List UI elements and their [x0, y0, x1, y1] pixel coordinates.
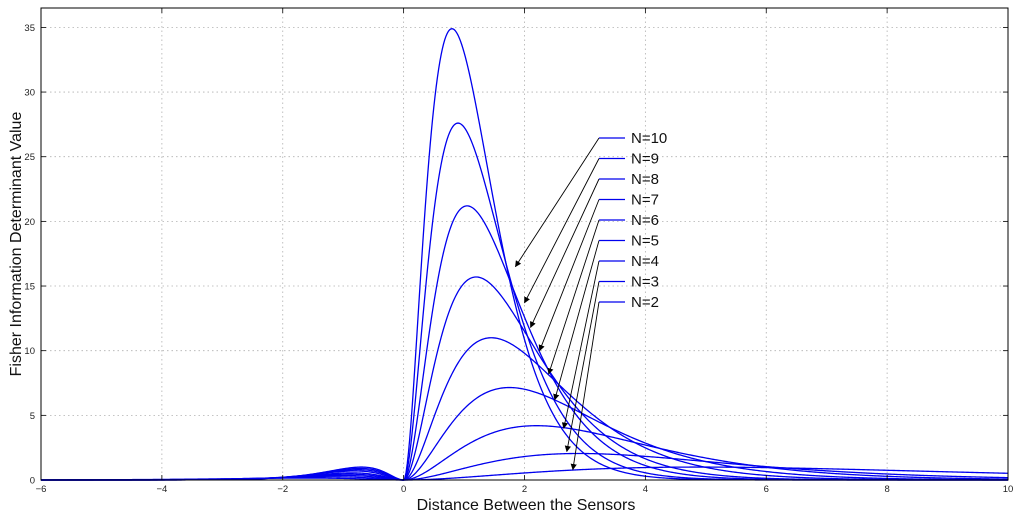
curve-layer — [41, 28, 1009, 481]
y-axis-label: Fisher Information Determinant Value — [8, 112, 25, 377]
legend-label: N=9 — [631, 151, 659, 168]
annotation-layer: N=10 N=9 N=8 N=7 N=6 N=5 N=4 N=3 N=2 — [515, 130, 667, 471]
annotation-arrow — [561, 260, 600, 429]
x-tick-label: 2 — [522, 484, 527, 495]
legend-label: N=2 — [631, 294, 659, 311]
y-tick-label: 30 — [24, 88, 35, 99]
x-tick-label: 0 — [401, 484, 406, 495]
x-tick-label: −6 — [36, 484, 47, 495]
legend-label: N=4 — [631, 253, 659, 270]
x-tick-label: 10 — [1003, 484, 1014, 495]
y-tick-label: 15 — [24, 282, 35, 293]
legend-label: N=10 — [631, 130, 667, 147]
x-tick-label: −2 — [277, 484, 288, 495]
annotation-arrow — [530, 178, 600, 328]
y-tick-label: 35 — [24, 23, 35, 34]
y-tick-label: 20 — [24, 217, 35, 228]
y-tick-label: 25 — [24, 152, 35, 163]
grid — [41, 8, 1008, 480]
annotation-arrow — [570, 301, 600, 471]
y-tick-label: 0 — [30, 476, 35, 487]
annotation-arrow — [524, 158, 600, 304]
series-line — [41, 386, 1009, 481]
annotation-arrow — [564, 281, 600, 453]
annotation-arrow — [515, 137, 600, 268]
x-tick-label: −4 — [156, 484, 167, 495]
x-tick-label: 4 — [643, 484, 648, 495]
tick-layer: −6 −4 −2 0 2 4 6 8 10 0 5 10 15 20 25 30 35 — [24, 8, 1013, 495]
legend-label: N=5 — [631, 233, 659, 250]
y-tick-label: 10 — [24, 346, 35, 357]
legend-label: N=7 — [631, 192, 659, 209]
series-line — [41, 28, 1008, 481]
series-line — [41, 466, 1009, 481]
legend-label: N=8 — [631, 171, 659, 188]
annotation-arrow — [547, 219, 600, 375]
y-tick-label: 5 — [30, 411, 35, 422]
x-tick-label: 6 — [764, 484, 769, 495]
legend-label: N=3 — [631, 274, 659, 291]
legend-label: N=6 — [631, 212, 659, 229]
x-axis-label: Distance Between the Sensors — [417, 497, 636, 514]
annotation-arrow — [538, 199, 600, 352]
annotation-arrow — [553, 240, 600, 401]
x-tick-label: 8 — [884, 484, 889, 495]
